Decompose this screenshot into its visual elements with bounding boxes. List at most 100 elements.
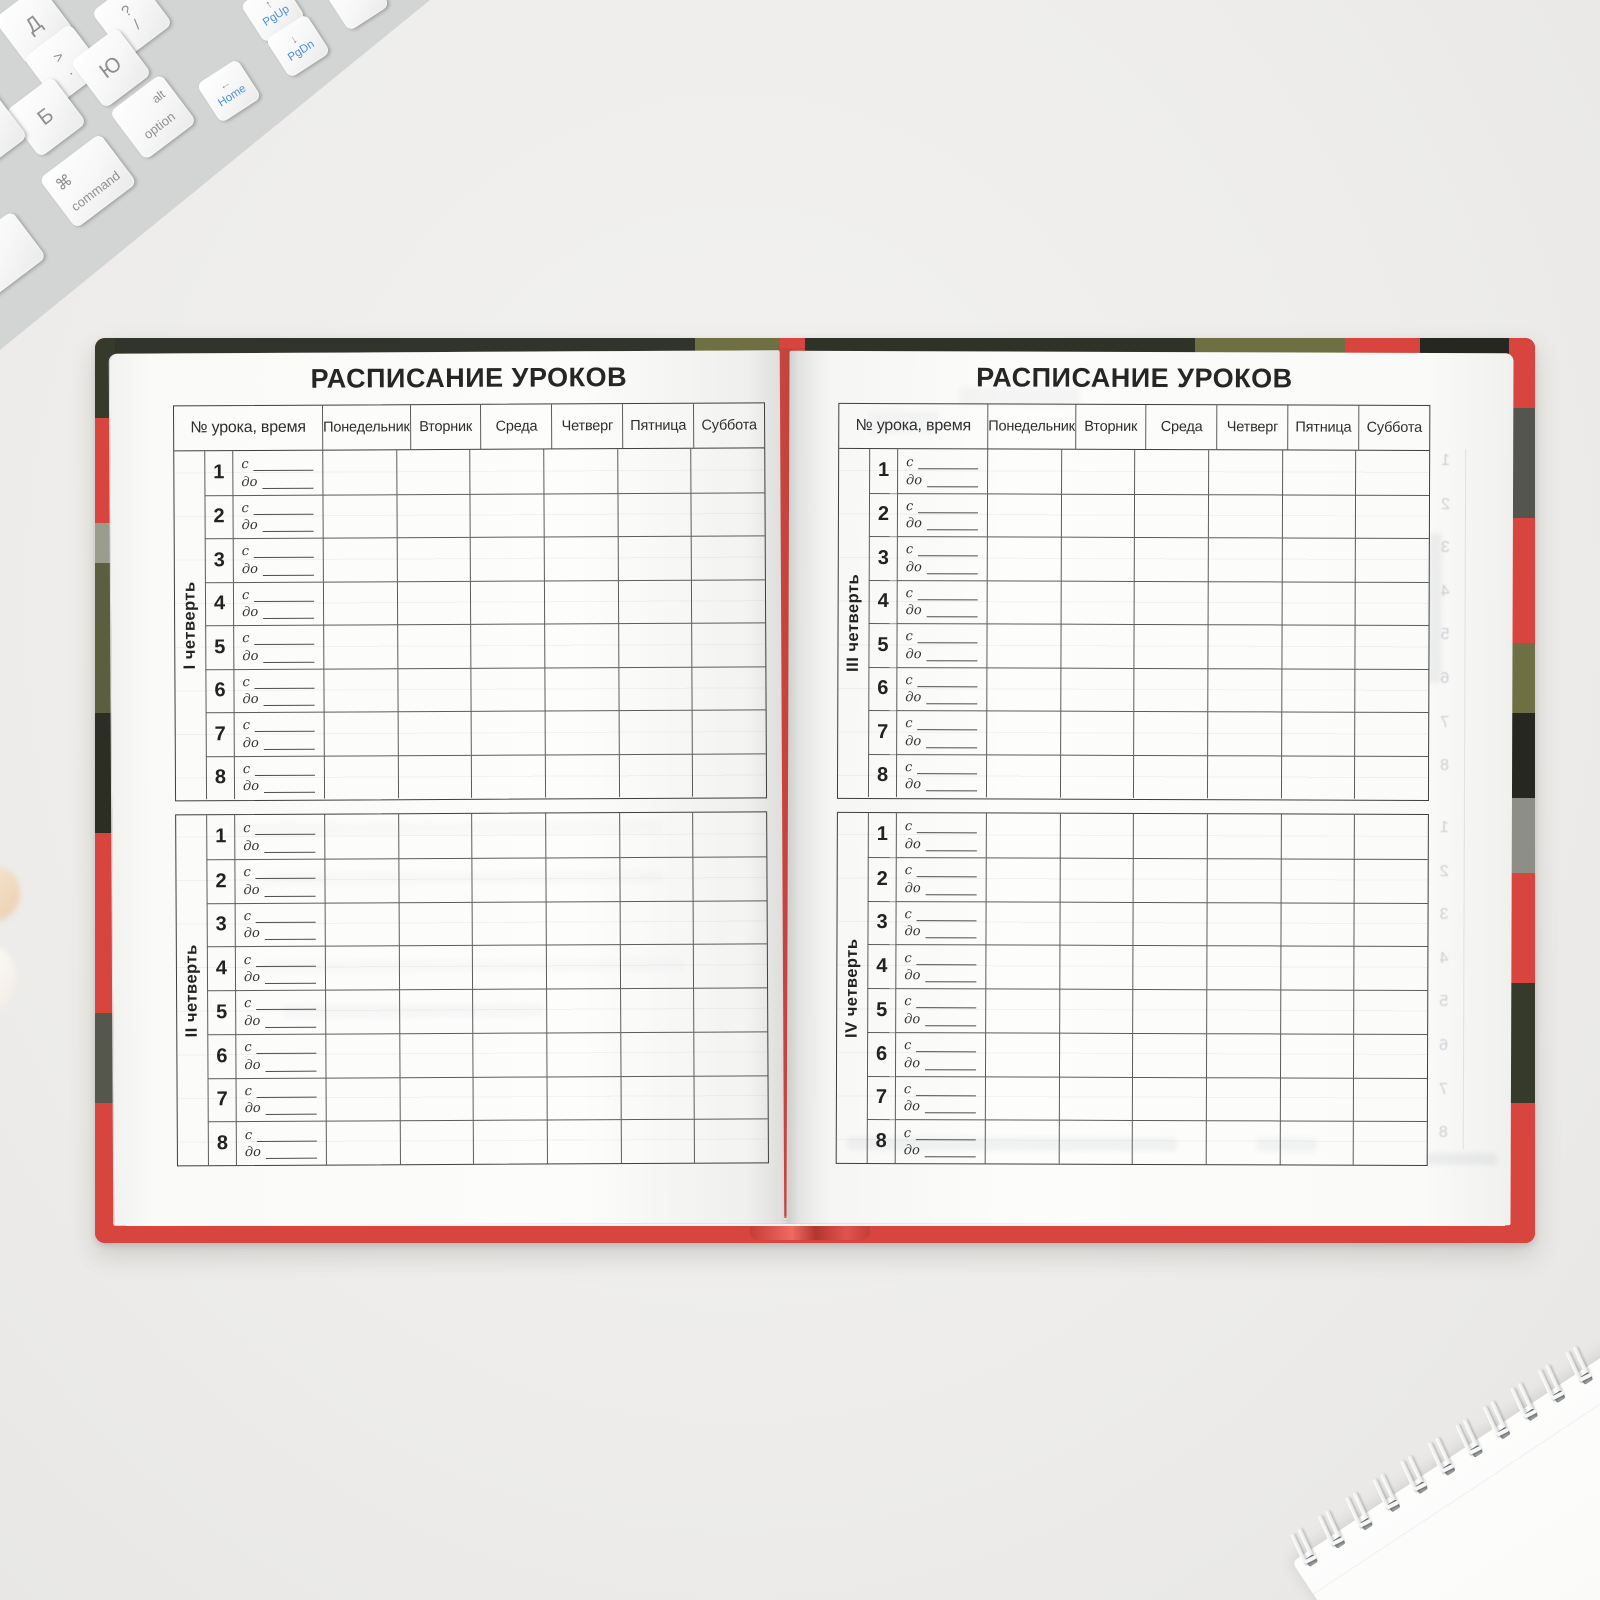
schedule-day-cell [1353, 945, 1428, 990]
schedule-day-cell [1134, 536, 1208, 581]
lesson-time-cell: с до [235, 989, 326, 1034]
schedule-day-cell [1205, 1076, 1280, 1121]
lesson-number: 7 [205, 712, 234, 756]
schedule-day-cell [1132, 901, 1207, 946]
schedule-day-cell [546, 1075, 621, 1120]
time-to-line [925, 927, 977, 939]
schedule-header-row: № урока, время Понедельник Вторник Среда… [839, 403, 1430, 451]
column-header-thursday: Четверг [551, 404, 623, 449]
schedule-day-cell [986, 492, 1061, 537]
time-from-line [254, 677, 315, 689]
schedule-table: № урока, время Понедельник Вторник Среда… [172, 402, 768, 802]
schedule-day-cell [618, 812, 693, 857]
schedule-day-cell [399, 1076, 474, 1121]
schedule-day-cell [1281, 493, 1356, 538]
schedule-day-cell [324, 858, 399, 903]
time-from-line [918, 545, 978, 557]
schedule-day-cell [325, 1076, 400, 1121]
schedule-day-cell [472, 988, 547, 1033]
schedule-day-cell [691, 535, 765, 580]
showthrough-number: 5 [1440, 626, 1450, 644]
time-from-label: с [241, 456, 249, 472]
schedule-day-cell [1059, 754, 1134, 798]
lesson-time-cell: с до [896, 492, 988, 537]
time-from-label: с [244, 1040, 252, 1056]
time-to-line [262, 564, 314, 576]
schedule-day-cell [1280, 901, 1354, 946]
time-from-label: с [244, 1083, 252, 1099]
schedule-day-cell [1207, 624, 1282, 668]
schedule-day-cell [396, 493, 471, 538]
schedule-day-cell [322, 493, 397, 538]
lesson-number: 7 [207, 1077, 236, 1122]
spiral-binding [1289, 1264, 1600, 1568]
schedule-day-cell [1354, 814, 1428, 859]
lesson-time-cell: с до [894, 1119, 985, 1164]
time-from-line [256, 1042, 317, 1055]
column-header-wednesday: Среда [1145, 404, 1217, 450]
schedule-day-cell [399, 1120, 474, 1165]
schedule-day-cell [1132, 1032, 1207, 1077]
time-from-line [254, 546, 314, 559]
schedule-day-cell [1058, 1032, 1133, 1077]
time-to-line [924, 1146, 976, 1158]
lesson-time-cell: с до [232, 450, 323, 495]
time-from-label: с [903, 1082, 912, 1098]
schedule-day-cell [1134, 449, 1209, 494]
schedule-day-cell [323, 754, 398, 799]
lesson-number: 1 [867, 813, 896, 857]
lesson-number: 3 [868, 536, 897, 580]
column-header-friday: Пятница [622, 403, 694, 449]
lesson-time-cell: с до [896, 536, 987, 580]
schedule-day-cell [543, 492, 618, 537]
schedule-day-cell [1058, 1119, 1133, 1164]
schedule-day-cell [470, 710, 545, 755]
schedule-day-cell [1059, 857, 1134, 902]
schedule-day-cell [1060, 580, 1135, 624]
schedule-day-cell [616, 448, 691, 493]
schedule-day-cell [619, 856, 693, 901]
schedule-day-cell [1060, 536, 1135, 581]
time-from-label: с [243, 908, 251, 924]
lesson-number: 2 [867, 856, 896, 901]
column-header-tuesday: Вторник [409, 404, 481, 450]
quarter-label: I четверть [180, 581, 199, 670]
schedule-day-cell [691, 665, 766, 710]
schedule-day-cell [395, 449, 470, 494]
schedule-day-cell [544, 623, 619, 667]
lesson-number: 2 [868, 492, 898, 537]
schedule-day-cell [693, 1074, 768, 1119]
schedule-day-cell [617, 579, 692, 624]
time-from-line [916, 997, 977, 1009]
time-from-label: с [905, 629, 913, 645]
schedule-day-cell [692, 856, 767, 901]
schedule-day-cell [1060, 623, 1134, 668]
time-to-line [265, 972, 317, 984]
schedule-day-cell [1353, 989, 1428, 1034]
time-to-line [927, 475, 979, 487]
schedule-day-cell [693, 1031, 768, 1076]
time-to-label: до [242, 778, 260, 795]
schedule-day-cell [1207, 493, 1282, 538]
schedule-day-cell [692, 812, 767, 857]
time-from-label: с [905, 672, 913, 688]
time-from-line [256, 1086, 317, 1098]
column-header-monday: Понедельник [987, 404, 1075, 449]
schedule-day-cell [471, 813, 546, 858]
time-to-line [265, 1016, 317, 1028]
time-to-line [925, 1014, 977, 1027]
lesson-time-cell: с до [232, 581, 324, 626]
schedule-day-cell [470, 536, 544, 581]
lesson-time-cell: с до [234, 945, 326, 991]
lesson-number: 8 [205, 755, 235, 800]
column-header-friday: Пятница [1287, 405, 1359, 450]
schedule-day-cell [1059, 667, 1134, 711]
time-from-line [916, 910, 977, 922]
schedule-day-cell [1059, 813, 1134, 858]
schedule-day-cell [398, 1032, 473, 1077]
showthrough-number: 6 [1439, 1037, 1449, 1055]
lesson-time-cell: с до [896, 579, 987, 624]
time-to-label: до [244, 1013, 261, 1029]
schedule-day-cell [545, 856, 620, 901]
column-header-monday: Понедельник [321, 405, 410, 450]
